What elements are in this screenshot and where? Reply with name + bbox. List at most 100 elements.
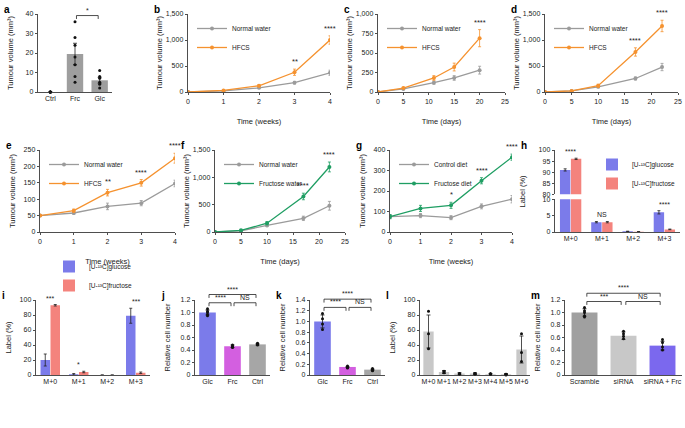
- svg-text:10: 10: [543, 196, 551, 203]
- svg-text:M+1: M+1: [595, 235, 609, 242]
- svg-text:Fructose water: Fructose water: [259, 180, 303, 187]
- svg-text:M+0: M+0: [422, 378, 436, 385]
- svg-text:Tumour volume (mm³): Tumour volume (mm³): [6, 16, 15, 90]
- svg-text:*: *: [450, 190, 453, 199]
- svg-text:Time (weeks): Time (weeks): [85, 257, 130, 266]
- svg-text:****: ****: [342, 290, 353, 297]
- svg-text:****: ****: [330, 298, 341, 305]
- svg-text:Tumour volume (mm³): Tumour volume (mm³): [8, 154, 17, 228]
- svg-text:0: 0: [31, 228, 35, 235]
- svg-text:M+6: M+6: [515, 378, 529, 385]
- svg-text:j: j: [161, 290, 165, 301]
- svg-text:1,000: 1,000: [523, 36, 541, 43]
- svg-text:Ctrl: Ctrl: [252, 378, 263, 385]
- svg-text:Glc: Glc: [317, 378, 328, 385]
- svg-text:50: 50: [28, 212, 36, 219]
- svg-text:5: 5: [546, 212, 550, 219]
- svg-text:Tumour volume (mm³): Tumour volume (mm³): [512, 16, 521, 90]
- svg-text:3: 3: [293, 98, 297, 105]
- svg-text:0: 0: [179, 88, 183, 95]
- svg-text:Normal water: Normal water: [259, 161, 298, 168]
- svg-text:100: 100: [539, 146, 551, 153]
- svg-text:Ctrl: Ctrl: [367, 378, 378, 385]
- svg-text:40: 40: [26, 10, 34, 17]
- svg-text:NS: NS: [355, 298, 365, 305]
- svg-text:Tumour volume (mm³): Tumour volume (mm³): [155, 16, 164, 90]
- svg-text:Time (days): Time (days): [422, 117, 462, 126]
- svg-text:100: 100: [20, 296, 32, 303]
- svg-text:400: 400: [374, 146, 386, 153]
- svg-text:Normal water: Normal water: [589, 25, 628, 32]
- svg-text:****: ****: [506, 142, 518, 151]
- svg-text:M+3: M+3: [129, 378, 143, 385]
- svg-text:0: 0: [556, 371, 560, 378]
- svg-text:0: 0: [543, 98, 547, 105]
- svg-text:1.2: 1.2: [296, 307, 306, 314]
- svg-text:l: l: [386, 290, 389, 301]
- svg-text:1,000: 1,000: [193, 174, 211, 181]
- svg-text:10: 10: [263, 238, 271, 245]
- svg-text:****: ****: [169, 141, 181, 150]
- svg-text:Glc: Glc: [202, 378, 213, 385]
- svg-text:500: 500: [199, 201, 211, 208]
- svg-text:15: 15: [621, 98, 629, 105]
- svg-text:0.6: 0.6: [551, 334, 561, 341]
- svg-text:***: ***: [132, 298, 140, 305]
- svg-text:Time (days): Time (days): [592, 117, 632, 126]
- svg-text:1.0: 1.0: [181, 309, 191, 316]
- svg-text:0: 0: [546, 228, 550, 235]
- svg-text:1,500: 1,500: [193, 146, 211, 153]
- svg-text:[U-¹³C]glucose: [U-¹³C]glucose: [632, 161, 674, 169]
- svg-text:20: 20: [648, 98, 656, 105]
- svg-text:4: 4: [510, 238, 514, 245]
- svg-text:HFCS: HFCS: [84, 180, 102, 187]
- svg-text:Scramble: Scramble: [570, 378, 600, 385]
- svg-text:2: 2: [106, 238, 110, 245]
- svg-text:500: 500: [362, 49, 374, 56]
- svg-text:60: 60: [408, 326, 416, 333]
- svg-text:750: 750: [362, 30, 374, 37]
- svg-text:0: 0: [206, 228, 210, 235]
- svg-text:[U-¹³C]fructose: [U-¹³C]fructose: [632, 180, 675, 188]
- svg-text:0: 0: [301, 371, 305, 378]
- svg-text:10: 10: [594, 98, 602, 105]
- svg-text:Normal water: Normal water: [232, 25, 271, 32]
- svg-text:Time (weeks): Time (weeks): [429, 257, 474, 266]
- svg-text:Tumour volume (mm³): Tumour volume (mm³): [345, 16, 354, 90]
- svg-text:f: f: [181, 140, 185, 151]
- svg-text:3: 3: [139, 238, 143, 245]
- svg-text:0.8: 0.8: [296, 329, 306, 336]
- svg-text:25: 25: [341, 238, 349, 245]
- svg-text:siRNA + Frc: siRNA + Frc: [644, 378, 682, 385]
- svg-text:Normal water: Normal water: [84, 161, 123, 168]
- svg-text:1: 1: [419, 238, 423, 245]
- svg-text:1.4: 1.4: [296, 296, 306, 303]
- svg-text:0.4: 0.4: [551, 346, 561, 353]
- svg-text:Glc: Glc: [94, 95, 105, 102]
- svg-text:0: 0: [213, 238, 217, 245]
- svg-text:HFCS: HFCS: [422, 44, 440, 51]
- svg-text:0.4: 0.4: [296, 350, 306, 357]
- svg-text:0.2: 0.2: [551, 359, 561, 366]
- svg-text:****: ****: [135, 168, 147, 177]
- svg-text:Label (%): Label (%): [518, 175, 527, 208]
- svg-text:M+2: M+2: [100, 378, 114, 385]
- svg-text:10: 10: [425, 98, 433, 105]
- svg-text:M+5: M+5: [499, 378, 513, 385]
- svg-text:0: 0: [27, 371, 31, 378]
- svg-text:**: **: [292, 57, 298, 66]
- svg-text:200: 200: [374, 187, 386, 194]
- svg-text:20: 20: [476, 98, 484, 105]
- svg-text:1.2: 1.2: [551, 296, 561, 303]
- svg-text:Label (%): Label (%): [4, 321, 13, 354]
- svg-text:g: g: [356, 140, 362, 151]
- svg-text:20: 20: [408, 356, 416, 363]
- svg-text:2: 2: [257, 98, 261, 105]
- svg-text:10: 10: [26, 69, 34, 76]
- svg-text:m: m: [531, 290, 540, 301]
- svg-text:1,500: 1,500: [166, 10, 184, 17]
- svg-text:15: 15: [289, 238, 297, 245]
- svg-text:0: 0: [369, 88, 373, 95]
- svg-text:****: ****: [659, 201, 670, 208]
- svg-text:0.2: 0.2: [296, 361, 306, 368]
